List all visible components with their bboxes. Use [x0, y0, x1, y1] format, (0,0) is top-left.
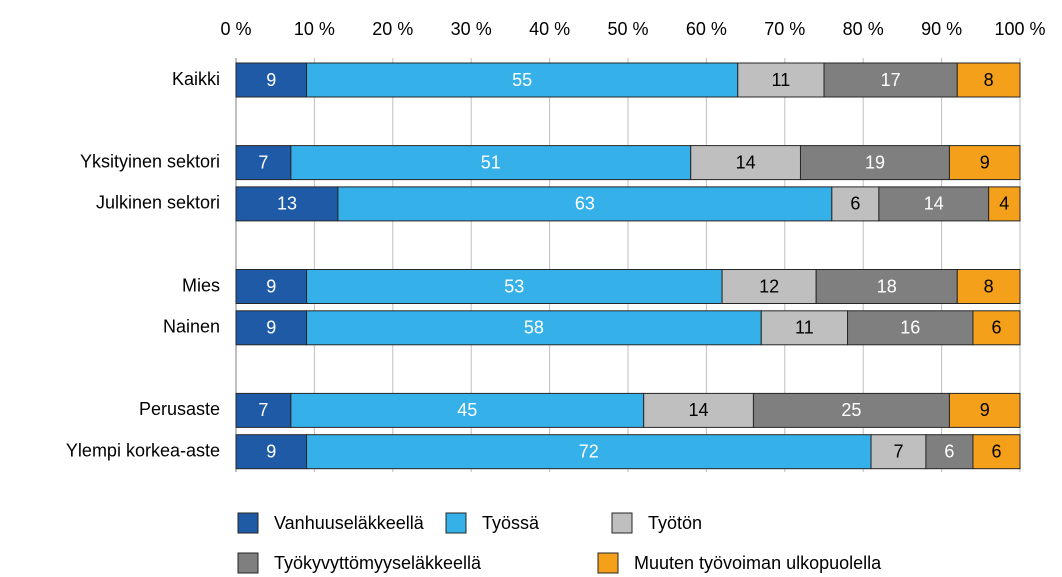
y-tick-label: Julkinen sektori — [96, 193, 220, 213]
bar-segment — [972, 310, 1021, 346]
data-label: 11 — [772, 70, 791, 90]
data-label: 51 — [481, 152, 501, 172]
legend-label: Työtön — [648, 513, 702, 533]
bar-segment — [956, 269, 1021, 304]
data-label: 8 — [984, 276, 994, 296]
x-tick-label: 10 % — [294, 19, 335, 39]
data-label: 14 — [736, 152, 756, 172]
bar-segment — [972, 434, 1021, 470]
data-label: 55 — [512, 70, 532, 90]
bar-segment — [752, 392, 950, 428]
data-label: 11 — [795, 318, 814, 338]
legend-swatch — [611, 512, 633, 534]
x-tick-label: 20 % — [372, 19, 413, 39]
x-tick-label: 0 % — [220, 19, 251, 39]
data-label: 16 — [900, 318, 920, 338]
y-tick-label: Yksityinen sektori — [80, 151, 220, 171]
bar-segment — [306, 62, 739, 98]
bar-segment — [290, 392, 645, 428]
bar-segment — [235, 310, 308, 346]
bar-segment — [831, 186, 880, 222]
data-label: 25 — [841, 400, 861, 420]
data-label: 9 — [266, 441, 276, 461]
x-tick-label: 100 % — [994, 19, 1045, 39]
data-label: 9 — [980, 152, 990, 172]
legend-swatch — [445, 512, 467, 534]
bar-segment — [306, 269, 723, 304]
x-tick-label: 40 % — [529, 19, 570, 39]
data-label: 14 — [924, 194, 944, 214]
data-label: 19 — [865, 152, 885, 172]
legend-swatch — [237, 552, 259, 574]
bar-segment — [870, 434, 927, 470]
bar-segment — [988, 186, 1021, 222]
y-tick-label: Ylempi korkea-aste — [66, 440, 220, 460]
bar-segment — [847, 310, 974, 346]
x-tick-label: 80 % — [843, 19, 884, 39]
bar-segment — [235, 62, 308, 98]
data-label: 45 — [457, 400, 477, 420]
bar-segment — [235, 392, 292, 428]
y-tick-label: Nainen — [163, 317, 220, 337]
data-label: 9 — [266, 276, 276, 296]
bar-segment — [721, 269, 817, 304]
bar-segment — [235, 145, 292, 181]
bar-segment — [823, 62, 958, 98]
data-label: 63 — [575, 194, 595, 214]
data-label: 72 — [579, 441, 599, 461]
data-label: 12 — [759, 276, 779, 296]
x-tick-label: 30 % — [451, 19, 492, 39]
bar-segment — [290, 145, 692, 181]
legend-label: Vanhuuseläkkeellä — [274, 513, 425, 533]
bar-segment — [948, 392, 1021, 428]
bar-segment — [737, 62, 825, 98]
data-label: 13 — [277, 194, 297, 214]
data-label: 9 — [980, 400, 990, 420]
bar-segment — [878, 186, 990, 222]
bar-segment — [235, 434, 308, 470]
legend-label: Työkyvyttömyyseläkkeellä — [274, 553, 482, 573]
x-tick-label: 70 % — [764, 19, 805, 39]
data-label: 7 — [893, 441, 903, 461]
x-tick-label: 50 % — [607, 19, 648, 39]
data-label: 7 — [258, 400, 268, 420]
bar-segment — [799, 145, 950, 181]
bar-segment — [235, 269, 308, 304]
x-tick-label: 90 % — [921, 19, 962, 39]
legend-label: Työssä — [482, 513, 540, 533]
data-label: 4 — [999, 194, 1009, 214]
data-label: 9 — [266, 318, 276, 338]
data-label: 7 — [258, 152, 268, 172]
data-label: 8 — [984, 70, 994, 90]
bar-segment — [306, 310, 762, 346]
data-label: 6 — [991, 441, 1001, 461]
data-label: 14 — [689, 400, 709, 420]
x-tick-label: 60 % — [686, 19, 727, 39]
y-tick-label: Kaikki — [172, 69, 220, 89]
bar-segment — [306, 434, 872, 470]
data-label: 6 — [991, 318, 1001, 338]
data-label: 6 — [944, 441, 954, 461]
bar-segment — [948, 145, 1021, 181]
data-label: 9 — [266, 70, 276, 90]
bar-segment — [956, 62, 1021, 98]
data-label: 6 — [850, 194, 860, 214]
legend-swatch — [597, 552, 619, 574]
data-label: 17 — [881, 70, 901, 90]
data-label: 18 — [877, 276, 897, 296]
data-label: 58 — [524, 318, 544, 338]
bar-segment — [337, 186, 833, 222]
y-tick-label: Mies — [182, 275, 220, 295]
legend-label: Muuten työvoiman ulkopuolella — [634, 553, 882, 573]
bar-segment — [235, 186, 339, 222]
data-label: 53 — [504, 276, 524, 296]
y-tick-label: Perusaste — [139, 399, 220, 419]
legend-swatch — [237, 512, 259, 534]
